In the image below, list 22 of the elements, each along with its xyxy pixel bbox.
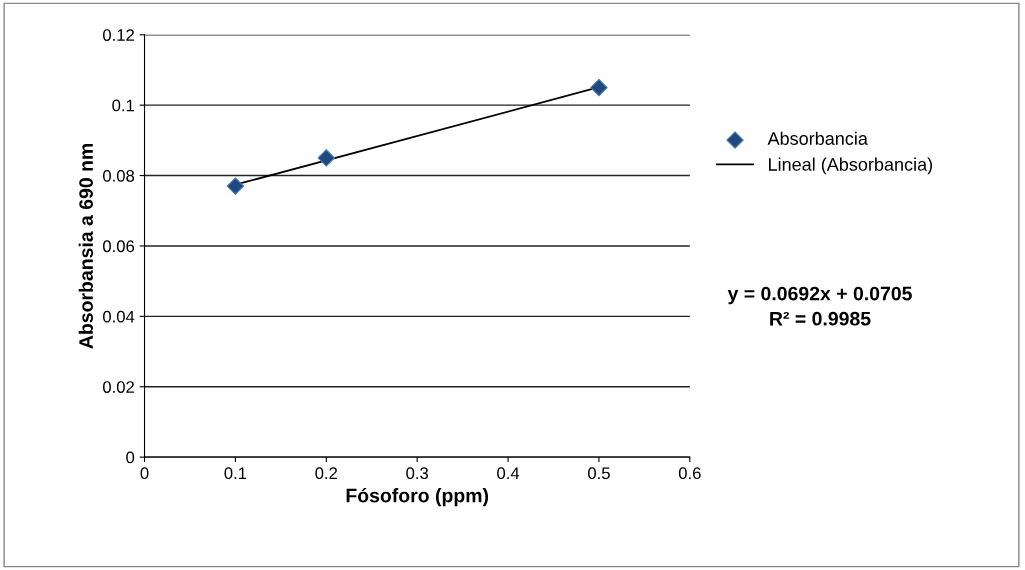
x-tick-label: 0.1 [224,467,247,480]
x-tick-label: 0.4 [497,467,520,480]
y-tick-label: 0.04 [103,310,135,323]
y-tick-label: 0.08 [103,169,135,182]
x-tick-label: 0.5 [588,467,610,480]
x-axis-title: Fósoforo (ppm) [346,487,489,507]
y-tick-label: 0.06 [103,240,135,253]
x-tick-label: 0 [140,467,149,480]
y-tick-label: 0.12 [103,29,134,41]
x-tick-label: 0.2 [315,467,338,480]
y-tick-label: 0.1 [112,99,134,112]
text: y = 0.0692x + 0.0705 R² = 0.9985 [727,286,912,326]
legend-label: Lineal (Absorbancia) [769,157,933,175]
x-tick-label: 0.3 [406,467,429,480]
point [590,78,608,97]
legend-label: Absorbancia [767,131,868,145]
y-tick-label: 0 [126,451,135,464]
x-tick-label: 0.6 [678,467,701,480]
y-tick-label: 0.02 [103,381,134,393]
y-axis-title: Absorbansia a 690 nm [78,143,93,349]
point [317,149,336,167]
point [226,177,245,195]
